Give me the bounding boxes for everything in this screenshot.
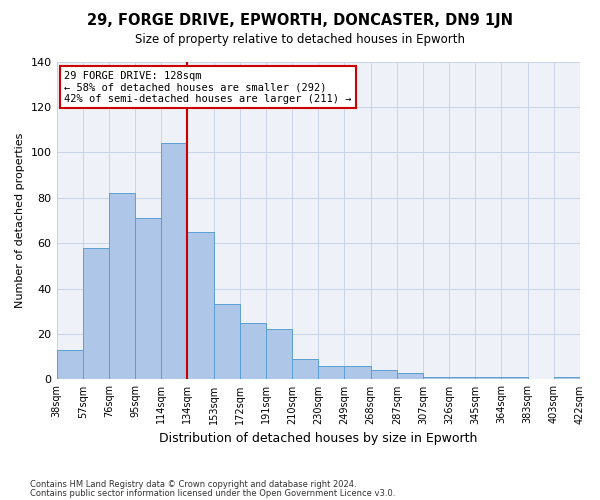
Bar: [56, 350, 83, 380]
Text: Contains public sector information licensed under the Open Government Licence v3: Contains public sector information licen…: [30, 488, 395, 498]
Bar: [135, 218, 161, 380]
Bar: [109, 193, 135, 380]
Bar: [266, 330, 292, 380]
Bar: [449, 377, 475, 380]
Bar: [554, 377, 580, 380]
Bar: [83, 248, 109, 380]
Text: 29 FORGE DRIVE: 128sqm
← 58% of detached houses are smaller (292)
42% of semi-de: 29 FORGE DRIVE: 128sqm ← 58% of detached…: [64, 70, 352, 104]
Bar: [344, 366, 371, 380]
Text: Contains HM Land Registry data © Crown copyright and database right 2024.: Contains HM Land Registry data © Crown c…: [30, 480, 356, 489]
X-axis label: Distribution of detached houses by size in Epworth: Distribution of detached houses by size …: [159, 432, 478, 445]
Text: 29, FORGE DRIVE, EPWORTH, DONCASTER, DN9 1JN: 29, FORGE DRIVE, EPWORTH, DONCASTER, DN9…: [87, 12, 513, 28]
Bar: [214, 304, 240, 380]
Bar: [292, 359, 318, 380]
Bar: [187, 232, 214, 380]
Bar: [371, 370, 397, 380]
Bar: [502, 377, 527, 380]
Text: Size of property relative to detached houses in Epworth: Size of property relative to detached ho…: [135, 32, 465, 46]
Bar: [318, 366, 344, 380]
Bar: [475, 377, 502, 380]
Bar: [161, 144, 187, 380]
Bar: [397, 372, 423, 380]
Bar: [423, 377, 449, 380]
Y-axis label: Number of detached properties: Number of detached properties: [15, 133, 25, 308]
Bar: [240, 322, 266, 380]
